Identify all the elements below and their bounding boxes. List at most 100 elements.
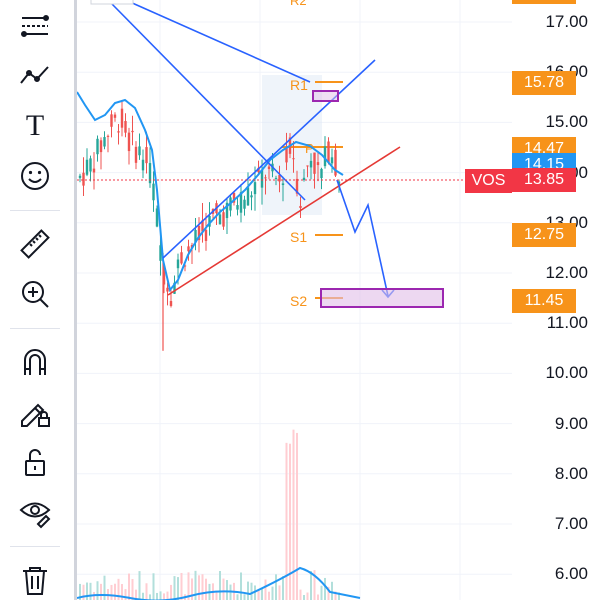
candle-body — [117, 131, 120, 133]
candle-body — [169, 301, 173, 306]
lock-drawings-icon[interactable] — [15, 392, 55, 432]
volume-bar — [110, 584, 113, 600]
volume-bar — [278, 585, 281, 600]
candle-body — [257, 167, 260, 173]
volume-bar — [131, 578, 134, 600]
volume-bar — [103, 575, 106, 600]
volume-bar — [292, 429, 295, 600]
volume-bar — [296, 432, 298, 600]
volume-bar — [289, 443, 291, 600]
price-tick-label: 10.00 — [545, 363, 588, 383]
candle-body — [134, 146, 138, 163]
ruler-icon[interactable] — [15, 224, 55, 264]
candle-body — [82, 172, 85, 186]
candle-body — [281, 183, 285, 186]
toolbar-divider — [10, 546, 60, 547]
candle-body — [124, 120, 127, 133]
candle-body — [120, 108, 124, 128]
price-tick-label: 6.00 — [554, 564, 588, 584]
trend-tools-icon[interactable] — [15, 6, 55, 46]
candle-body — [162, 271, 166, 285]
candle-body — [138, 146, 141, 156]
candle-body — [148, 163, 152, 184]
zoom-in-icon[interactable] — [15, 274, 55, 314]
projection-path — [336, 179, 389, 297]
candle-body — [250, 195, 253, 198]
symbol-price-tag: VOS — [465, 169, 512, 193]
volume-bar — [338, 592, 340, 600]
volume-bar — [121, 584, 123, 600]
candle-body — [187, 246, 190, 252]
eye-icon[interactable] — [15, 492, 55, 532]
volume-bar — [226, 580, 228, 600]
volume-bar — [191, 578, 193, 600]
candle-body — [239, 192, 243, 213]
candle-body — [85, 159, 89, 175]
candle-body — [208, 215, 211, 227]
candle-body — [113, 114, 117, 118]
volume-bar — [247, 581, 249, 600]
candle-body — [180, 252, 183, 264]
candle-body — [197, 225, 201, 241]
candle-body — [309, 160, 313, 168]
volume-bar — [187, 572, 190, 600]
candle-body — [155, 208, 159, 227]
candle-body — [320, 168, 323, 179]
volume-bar — [128, 573, 130, 600]
volume-bar — [180, 572, 183, 600]
volume-bar — [264, 579, 267, 600]
candle-body — [78, 175, 82, 178]
price-tick-label: 9.00 — [554, 413, 588, 433]
volume-bar — [306, 592, 309, 600]
candle-body — [302, 177, 306, 181]
volume-bar — [282, 576, 284, 600]
candle-body — [96, 138, 99, 155]
volume-bar — [310, 570, 312, 600]
candle-body — [274, 177, 278, 179]
volume-bar — [145, 583, 148, 600]
candle-body — [131, 130, 134, 133]
candle-body — [323, 146, 327, 167]
volume-bar — [114, 583, 116, 600]
price-tick-label: 15.00 — [545, 112, 588, 132]
symbol-label: VOS — [471, 172, 506, 189]
candle-body — [330, 157, 334, 164]
volume-bar — [219, 571, 221, 600]
volume-bar — [243, 594, 246, 600]
tooltip-box — [90, 0, 134, 5]
toolbar-divider — [10, 328, 60, 329]
price-axis[interactable]: 17.0016.0015.0014.0013.0012.0011.0010.00… — [512, 0, 600, 600]
volume-bar — [163, 593, 165, 600]
unlock-icon[interactable] — [15, 442, 55, 482]
price-tick-label: 11.00 — [546, 313, 588, 333]
volume-bar — [198, 575, 200, 600]
pivot-levels: R2 R1 P S1 S2 — [282, 0, 343, 309]
pattern-icon[interactable] — [15, 56, 55, 96]
candle-body — [89, 158, 92, 172]
drawing-toolbar: T — [0, 0, 74, 600]
volume-bar — [236, 594, 239, 600]
volume-bar — [152, 573, 155, 600]
volume-bar — [215, 590, 218, 600]
candle-body — [110, 114, 113, 127]
price-badge: 13.85 — [512, 168, 576, 193]
candle-body — [225, 202, 229, 219]
candle-body — [159, 245, 162, 261]
volume-bar — [86, 582, 88, 600]
candle-body — [103, 137, 106, 147]
volume-bar — [124, 589, 127, 600]
text-tool-label: T — [25, 109, 45, 142]
price-chart[interactable]: R2 R1 P S1 S2 — [77, 0, 520, 600]
emoji-icon[interactable] — [15, 156, 55, 196]
candle-body — [194, 229, 197, 243]
candle-body — [313, 152, 316, 174]
magnet-icon[interactable] — [15, 342, 55, 382]
candle-body — [92, 168, 96, 173]
price-tick-label: 17.00 — [545, 12, 588, 31]
trash-icon[interactable] — [15, 560, 55, 600]
volume-bar — [275, 574, 277, 600]
candle-body — [243, 199, 246, 209]
text-icon[interactable]: T — [15, 106, 55, 146]
candle-body — [260, 169, 264, 188]
r2-label: R2 — [290, 0, 307, 8]
